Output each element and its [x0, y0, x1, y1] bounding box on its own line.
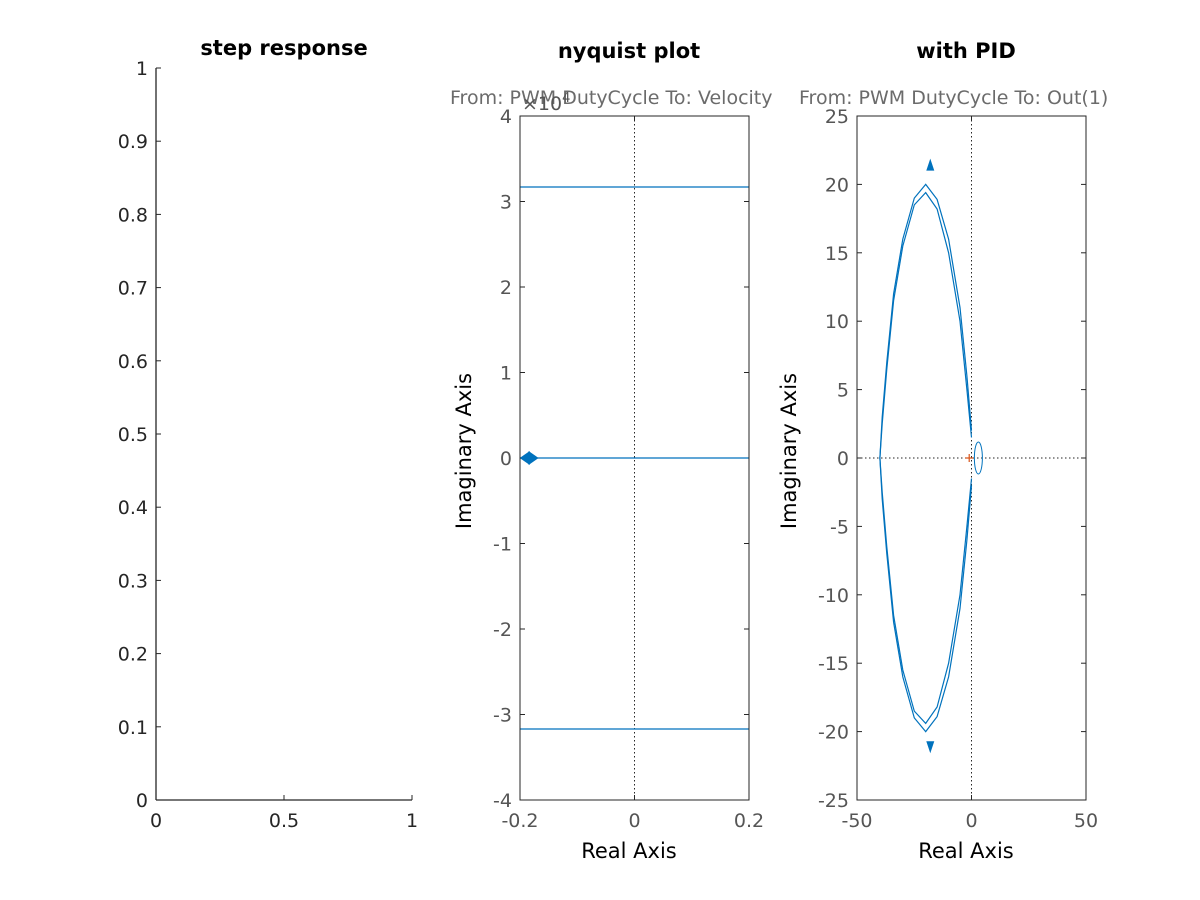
with-pid-plot-box	[856, 115, 1087, 801]
with-pid-direction-arrow	[926, 741, 935, 754]
with-pid-x-label: Real Axis	[918, 839, 1014, 863]
critical-point-marker	[965, 454, 974, 462]
with-pid-ytick-label: 0	[837, 448, 849, 470]
step-response-ytick-label: 0.6	[118, 351, 148, 373]
with-pid-xtick-label: -50	[841, 810, 872, 832]
with-pid-ytick-label: 25	[825, 106, 849, 128]
step-response-ytick-label: 0.3	[118, 570, 148, 592]
with-pid-ytick-label: -15	[818, 653, 849, 675]
step-response-ytick-label: 0.4	[118, 497, 148, 519]
nyquist-y-exponent: ×104	[522, 91, 570, 115]
step-response-ytick-label: 0.1	[118, 717, 148, 739]
with-pid-small-loop	[973, 441, 983, 475]
nyquist-ytick-label: -4	[493, 790, 512, 812]
step-response-ytick-label: 0.5	[118, 424, 148, 446]
with-pid-ytick-label: 15	[825, 243, 849, 265]
with-pid-ytick-label: 5	[837, 380, 849, 402]
step-response-xtick-label: 1	[406, 810, 418, 832]
with-pid-direction-arrow	[926, 158, 935, 171]
with-pid-series-line	[879, 191, 973, 725]
nyquist-direction-arrow	[519, 451, 530, 465]
nyquist-plot-title: nyquist plot	[558, 39, 700, 63]
step-response-ytick-label: 0	[136, 790, 148, 812]
nyquist-ytick-label: -2	[493, 619, 512, 641]
step-response-xtick-label: 0	[150, 810, 162, 832]
nyquist-x-label: Real Axis	[581, 839, 677, 863]
nyquist-ytick-label: -3	[493, 705, 512, 727]
nyquist-ytick-label: 3	[500, 192, 512, 214]
step-response-panel: step response 0 0.1 0.2 0.3 0.4 0.5 0.6 0.7 0.8 0…	[118, 36, 418, 832]
step-response-ytick-label: 0.8	[118, 204, 148, 226]
nyquist-ytick-label: -1	[493, 534, 512, 556]
nyquist-ytick-label: 1	[500, 363, 512, 385]
with-pid-subtitle: From: PWM DutyCycle To: Out(1)	[799, 87, 1108, 109]
nyquist-y-label: Imaginary Axis	[452, 373, 476, 529]
step-response-ytick-label: 0.2	[118, 644, 148, 666]
with-pid-xtick-label: 0	[965, 810, 977, 832]
step-response-ytick-label: 0.7	[118, 278, 148, 300]
with-pid-y-label: Imaginary Axis	[777, 373, 801, 529]
nyquist-ytick-label: 4	[500, 106, 512, 128]
step-response-title: step response	[200, 36, 367, 60]
nyquist-plot-subtitle: From: PWM DutyCycle To: Velocity	[450, 87, 773, 109]
nyquist-direction-arrow	[528, 451, 539, 465]
with-pid-ytick-label: 20	[825, 174, 849, 196]
with-pid-title: with PID	[916, 39, 1016, 63]
with-pid-ytick-label: -25	[818, 790, 849, 812]
with-pid-ytick-label: 10	[825, 311, 849, 333]
nyquist-plot-panel: nyquist plot -4 -3 -2 -1 0 1 2 3 4 -0.2 0 0.2 From:…	[450, 39, 773, 863]
with-pid-ytick-label: -20	[818, 722, 849, 744]
nyquist-xtick-label: 0.2	[734, 810, 764, 832]
step-response-ytick-label: 1	[136, 58, 148, 80]
nyquist-xtick-label: 0	[628, 810, 640, 832]
step-response-xtick-label: 0.5	[269, 810, 299, 832]
with-pid-ytick-label: -5	[830, 516, 849, 538]
nyquist-xtick-label: -0.2	[501, 810, 538, 832]
step-response-ytick-label: 0.9	[118, 131, 148, 153]
with-pid-ytick-label: -10	[818, 585, 849, 607]
nyquist-plot-box	[519, 115, 750, 801]
with-pid-xtick-label: 50	[1074, 810, 1098, 832]
nyquist-ytick-label: 2	[500, 277, 512, 299]
nyquist-ytick-label: 0	[500, 448, 512, 470]
